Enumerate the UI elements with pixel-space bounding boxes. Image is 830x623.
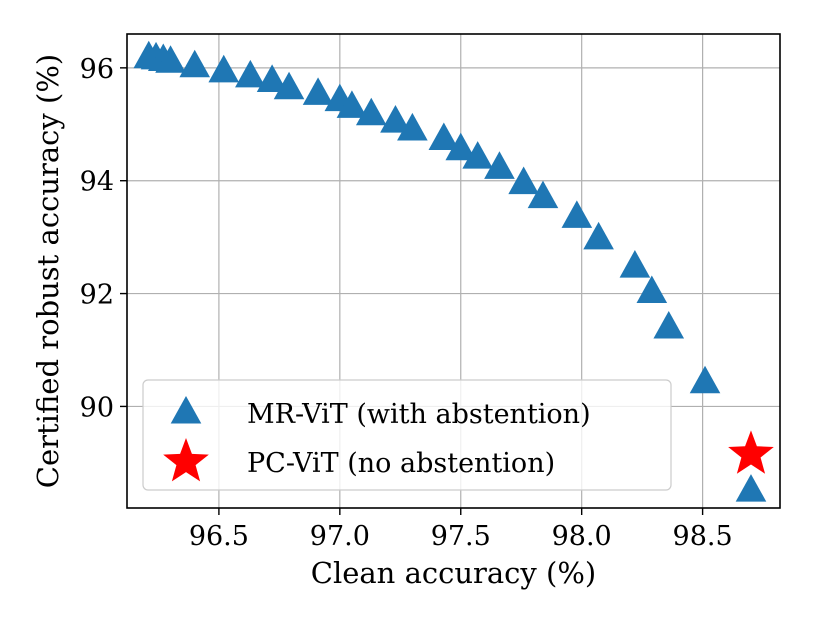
triangle-marker <box>179 49 211 78</box>
plot-frame <box>126 33 781 509</box>
triangle-marker <box>336 90 368 118</box>
y-tick-label: 90 <box>80 392 114 423</box>
triangle-marker <box>636 275 668 303</box>
x-tick-label: 98.0 <box>552 521 612 552</box>
triangle-marker <box>380 105 411 133</box>
triangle-marker <box>619 250 651 278</box>
triangle-marker <box>302 77 334 105</box>
triangle-marker <box>735 474 767 502</box>
triangle-marker <box>445 132 477 161</box>
legend-label-mr-vit: MR-ViT (with abstention) <box>247 399 591 430</box>
triangle-marker <box>355 97 387 126</box>
star-marker <box>728 430 774 474</box>
x-axis-label: Clean accuracy (%) <box>311 556 596 590</box>
triangle-marker <box>155 45 186 73</box>
triangle-marker <box>208 54 240 83</box>
y-tick-label: 96 <box>80 54 114 85</box>
triangle-marker <box>428 122 460 151</box>
triangle-marker <box>583 221 614 250</box>
x-tick-label: 96.5 <box>189 521 249 552</box>
triangle-marker <box>397 112 428 141</box>
legend-triangle-marker <box>170 396 202 424</box>
y-tick-label: 92 <box>80 280 114 311</box>
legend: MR-ViT (with abstention) PC-ViT (no abst… <box>142 379 672 491</box>
legend-box <box>142 379 672 491</box>
triangle-marker <box>235 59 266 88</box>
triangle-marker <box>462 141 493 169</box>
x-tick-label: 97.0 <box>310 521 370 552</box>
triangle-marker <box>484 151 515 179</box>
triangle-marker <box>561 200 593 228</box>
axis-ticks: 96.5 97.0 97.5 98.0 98.5 90 92 94 96 <box>80 54 733 552</box>
x-tick-label: 98.5 <box>673 521 733 552</box>
triangle-marker <box>527 180 559 209</box>
triangle-marker <box>273 71 305 100</box>
y-tick-label: 94 <box>80 167 114 198</box>
legend-star-marker <box>163 438 209 482</box>
triangle-marker <box>653 310 685 339</box>
x-tick-label: 97.5 <box>431 521 491 552</box>
y-axis-label: Certified robust accuracy (%) <box>31 54 65 488</box>
legend-marker-star <box>163 438 209 482</box>
triangle-marker <box>508 166 539 195</box>
legend-marker-triangle <box>170 396 202 424</box>
data-markers <box>133 40 774 502</box>
triangle-marker <box>256 64 288 92</box>
legend-label-pc-vit: PC-ViT (no abstention) <box>247 448 555 479</box>
triangle-marker <box>689 365 721 394</box>
